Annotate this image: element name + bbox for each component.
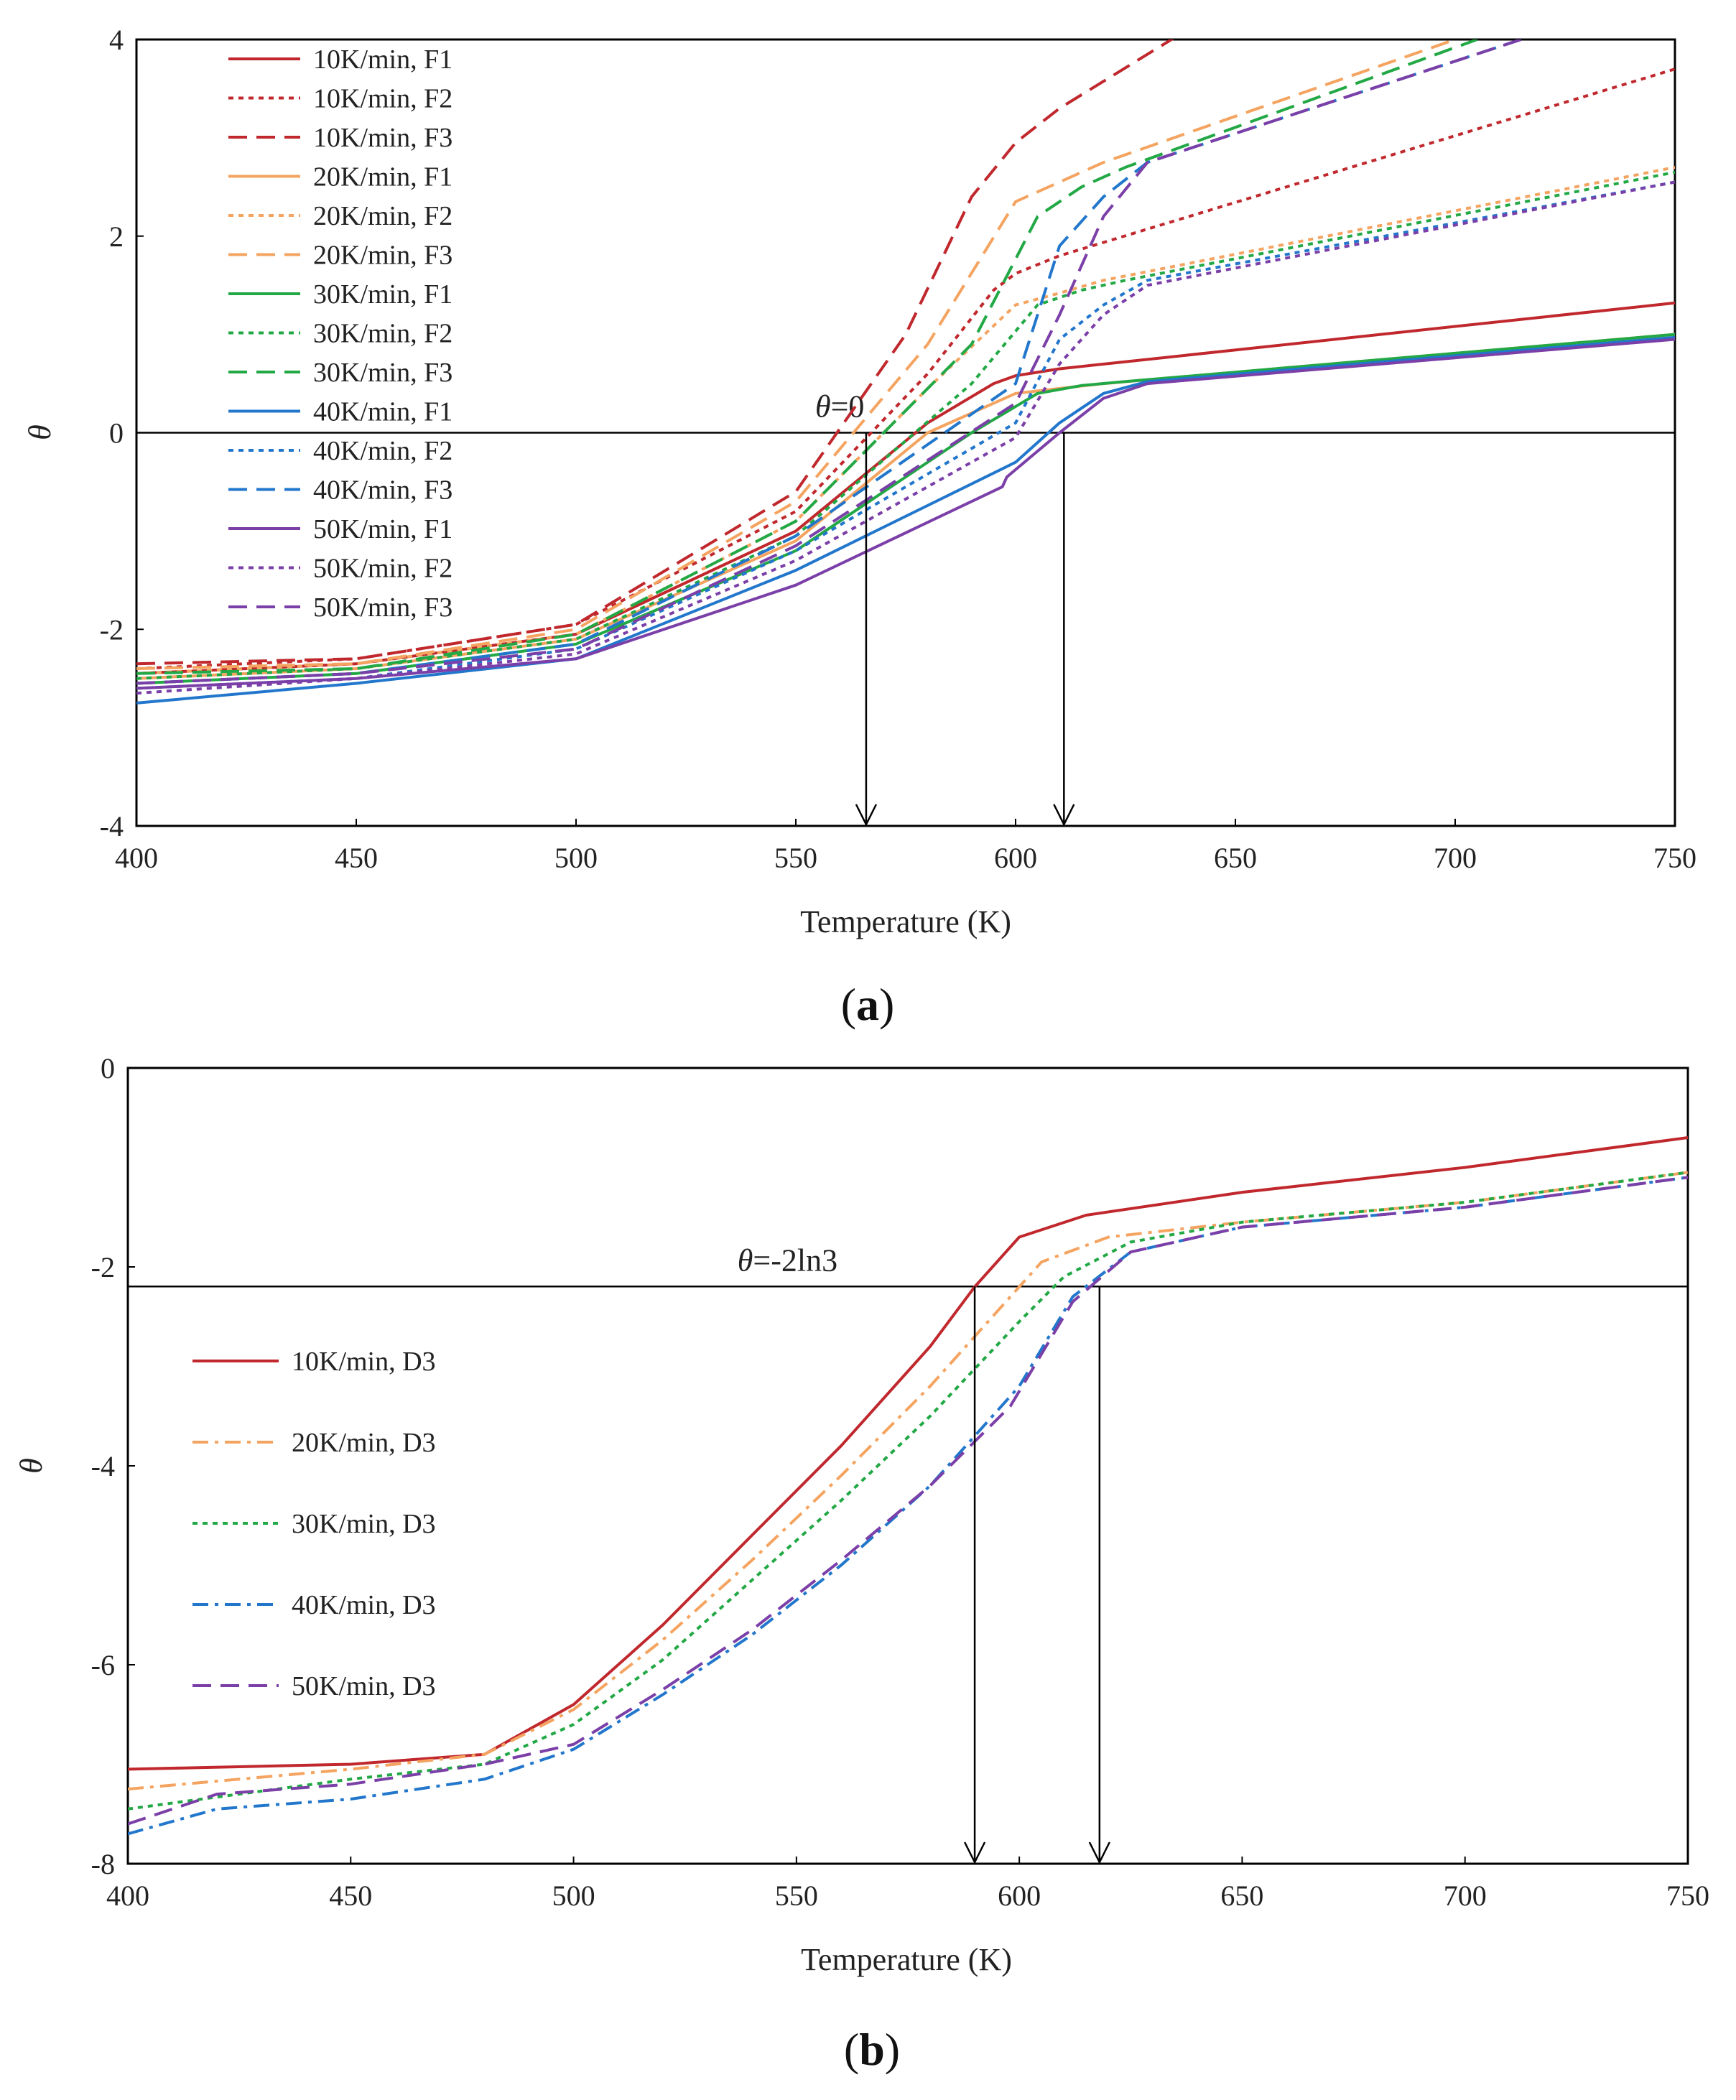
- series-line-a-11: [136, 40, 1522, 685]
- panel-label-a: (a): [841, 979, 895, 1030]
- annotation-symbol-a: θ: [815, 389, 831, 424]
- legend-label-a-0: 10K/min, F1: [313, 45, 452, 75]
- x-tick-label-b: 750: [1666, 1880, 1709, 1912]
- x-tick-label-a: 450: [335, 842, 378, 874]
- legend-label-b-3: 40K/min, D3: [292, 1590, 436, 1620]
- x-tick-label-b: 450: [329, 1880, 372, 1912]
- legend-label-a-13: 50K/min, F2: [313, 554, 452, 584]
- x-axis-label-a: Temperature (K): [800, 904, 1011, 939]
- y-tick-label-a: -2: [100, 613, 124, 646]
- reference-annotation-a: θ=0: [815, 389, 864, 424]
- y-axis-label-b: θ: [14, 1458, 49, 1474]
- y-tick-label-a: -4: [100, 810, 124, 842]
- legend-label-a-7: 30K/min, F2: [313, 319, 452, 349]
- arrow-head-a-1: [1053, 804, 1075, 827]
- y-tick-label-b: -6: [91, 1649, 115, 1681]
- y-tick-label-b: -4: [91, 1450, 115, 1482]
- series-line-a-7: [136, 170, 1675, 680]
- legend-label-b-2: 30K/min, D3: [292, 1509, 436, 1539]
- x-tick-label-b: 400: [106, 1880, 149, 1912]
- legend-label-a-2: 10K/min, F3: [313, 123, 452, 153]
- x-tick-label-b: 650: [1220, 1880, 1263, 1912]
- legend-label-a-8: 30K/min, F3: [313, 358, 452, 388]
- series-line-a-9: [136, 335, 1675, 705]
- y-tick-label-a: 0: [109, 417, 124, 450]
- x-tick-label-a: 500: [554, 842, 598, 874]
- legend-label-a-9: 40K/min, F1: [313, 397, 452, 427]
- legend-label-b-1: 20K/min, D3: [292, 1428, 436, 1458]
- legend-label-a-10: 40K/min, F2: [313, 436, 452, 466]
- series-line-b-4: [128, 1176, 1688, 1826]
- x-tick-label-a: 600: [994, 842, 1037, 874]
- x-tick-label-b: 600: [998, 1880, 1041, 1912]
- x-axis-label-b: Temperature (K): [801, 1942, 1012, 1977]
- y-tick-label-b: -2: [91, 1251, 115, 1283]
- arrow-head-a-0: [855, 804, 878, 827]
- legend-label-a-3: 20K/min, F1: [313, 162, 452, 192]
- series-line-a-14: [136, 40, 1522, 685]
- chart-b: 400 450 500 550 600 650 700 750 -8-6-4-20 θ=-2l…: [14, 1052, 1709, 2075]
- chart-a: 400 450 500 550 600 650 700 750 -4 -2 0 2 4 θ=0 10K…: [22, 24, 1696, 1030]
- x-tick-label-a: 700: [1434, 842, 1477, 874]
- series-line-a-12: [136, 338, 1675, 690]
- series-line-b-3: [128, 1176, 1688, 1836]
- x-tick-label-a: 650: [1214, 842, 1257, 874]
- annotation-value-b: =-2ln3: [753, 1242, 837, 1278]
- series-line-b-1: [128, 1171, 1688, 1791]
- arrow-head-b-0: [963, 1841, 986, 1864]
- y-tick-label-b: -8: [91, 1848, 115, 1880]
- series-line-a-13: [136, 180, 1675, 695]
- y-tick-label-a: 4: [109, 24, 124, 56]
- panel-label-b: (b): [844, 2024, 900, 2075]
- series-line-b-2: [128, 1171, 1688, 1811]
- annotation-symbol-b: θ: [738, 1242, 753, 1278]
- x-tick-label-a: 750: [1653, 842, 1696, 874]
- legend-label-a-11: 40K/min, F3: [313, 475, 452, 506]
- legend-label-a-14: 50K/min, F3: [313, 593, 452, 623]
- arrow-head-b-1: [1088, 1841, 1110, 1864]
- x-tick-label-a: 400: [115, 842, 158, 874]
- panel-letter-b: b: [859, 2024, 885, 2075]
- legend-label-a-4: 20K/min, F2: [313, 201, 452, 231]
- legend-label-a-12: 50K/min, F1: [313, 514, 452, 544]
- series-line-a-10: [136, 180, 1675, 690]
- legend-label-a-1: 10K/min, F2: [313, 84, 452, 114]
- legend-label-a-6: 30K/min, F1: [313, 279, 452, 310]
- x-tick-label-b: 500: [552, 1880, 595, 1912]
- panel-letter-a: a: [856, 979, 879, 1030]
- y-axis-label-a: θ: [22, 424, 57, 440]
- x-tick-label-b: 550: [775, 1880, 818, 1912]
- y-tick-label-b: 0: [101, 1052, 115, 1084]
- series-line-a-8: [136, 40, 1478, 675]
- y-tick-label-a: 2: [109, 220, 124, 253]
- x-tick-label-b: 700: [1444, 1880, 1487, 1912]
- legend-label-b-4: 50K/min, D3: [292, 1671, 436, 1701]
- series-line-a-2: [136, 40, 1174, 666]
- x-tick-label-a: 550: [774, 842, 817, 874]
- series-line-a-5: [136, 40, 1456, 670]
- legend-label-b-0: 10K/min, D3: [292, 1347, 436, 1377]
- series-line-b-0: [128, 1136, 1688, 1771]
- legend-label-a-5: 20K/min, F3: [313, 241, 452, 271]
- reference-annotation-b: θ=-2ln3: [738, 1242, 837, 1278]
